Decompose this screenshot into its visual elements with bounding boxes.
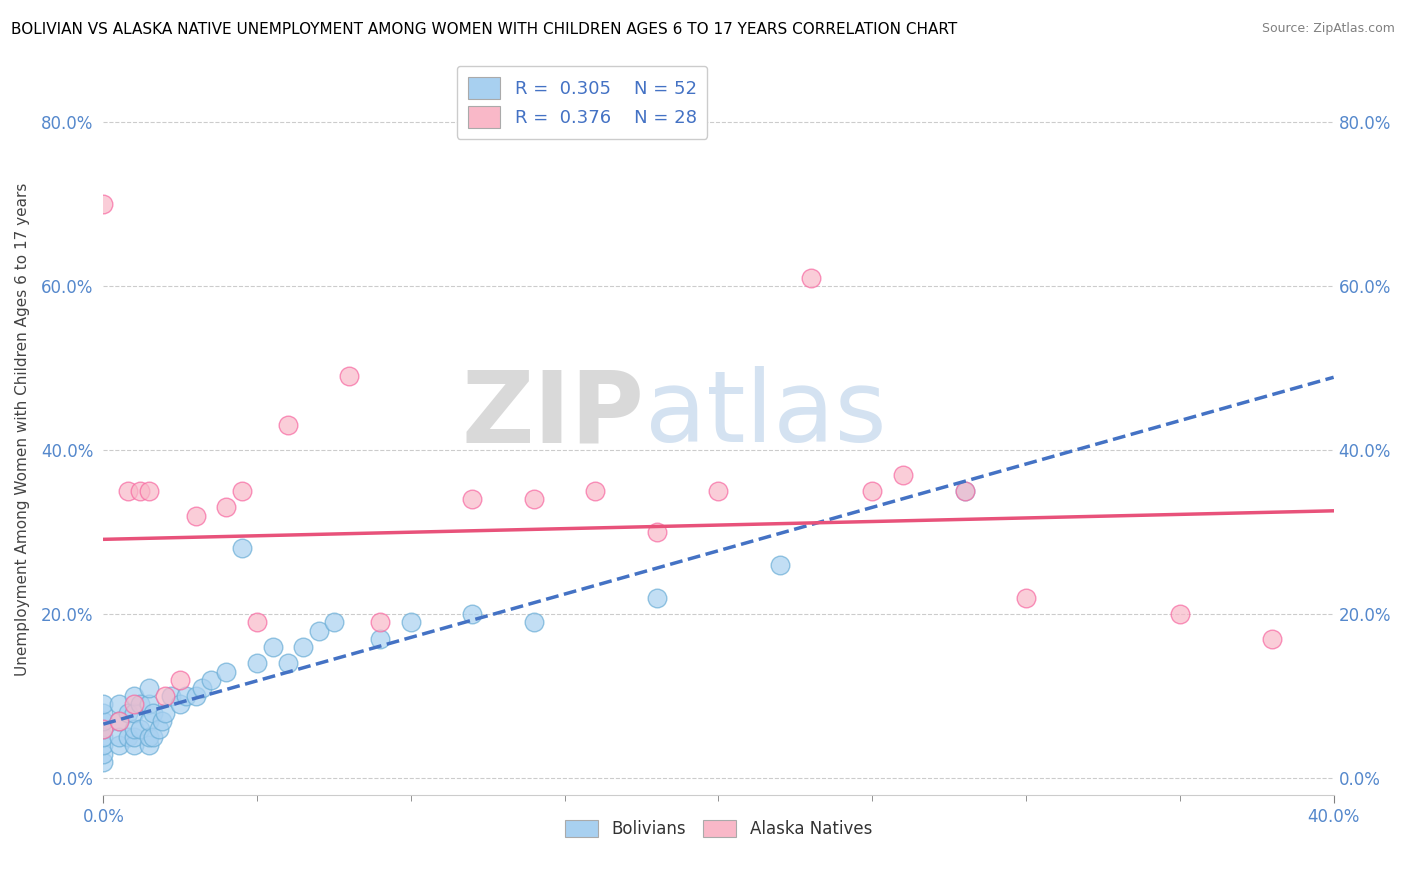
Point xyxy=(122,706,145,720)
Point xyxy=(129,698,152,712)
Point xyxy=(645,591,668,605)
Point xyxy=(1261,632,1284,646)
Point xyxy=(117,731,139,745)
Point xyxy=(645,524,668,539)
Point xyxy=(169,673,191,687)
Point xyxy=(523,492,546,507)
Point xyxy=(91,722,114,736)
Point xyxy=(107,714,129,728)
Point xyxy=(122,722,145,736)
Point xyxy=(138,739,160,753)
Point xyxy=(160,689,183,703)
Y-axis label: Unemployment Among Women with Children Ages 6 to 17 years: Unemployment Among Women with Children A… xyxy=(15,183,30,676)
Point xyxy=(117,483,139,498)
Point xyxy=(91,739,114,753)
Point xyxy=(91,196,114,211)
Point xyxy=(91,698,114,712)
Point xyxy=(215,500,238,515)
Point xyxy=(117,706,139,720)
Point xyxy=(138,483,160,498)
Point xyxy=(138,698,160,712)
Point xyxy=(1168,607,1191,621)
Point xyxy=(91,755,114,769)
Point xyxy=(141,731,163,745)
Point xyxy=(184,689,207,703)
Point xyxy=(138,714,160,728)
Point xyxy=(91,731,114,745)
Point xyxy=(200,673,222,687)
Point xyxy=(277,657,299,671)
Point xyxy=(262,640,284,654)
Point xyxy=(308,624,330,638)
Point xyxy=(122,689,145,703)
Text: ZIP: ZIP xyxy=(461,367,645,463)
Legend: Bolivians, Alaska Natives: Bolivians, Alaska Natives xyxy=(558,814,879,845)
Point xyxy=(215,665,238,679)
Text: BOLIVIAN VS ALASKA NATIVE UNEMPLOYMENT AMONG WOMEN WITH CHILDREN AGES 6 TO 17 YE: BOLIVIAN VS ALASKA NATIVE UNEMPLOYMENT A… xyxy=(11,22,957,37)
Point xyxy=(800,270,823,285)
Point xyxy=(91,706,114,720)
Point xyxy=(246,615,269,630)
Point xyxy=(399,615,422,630)
Point xyxy=(523,615,546,630)
Point xyxy=(184,508,207,523)
Point xyxy=(138,731,160,745)
Point xyxy=(461,492,484,507)
Point xyxy=(122,731,145,745)
Point xyxy=(231,483,253,498)
Point xyxy=(339,369,361,384)
Point xyxy=(129,722,152,736)
Text: atlas: atlas xyxy=(645,367,886,463)
Point xyxy=(953,483,976,498)
Point xyxy=(107,714,129,728)
Text: Source: ZipAtlas.com: Source: ZipAtlas.com xyxy=(1261,22,1395,36)
Point xyxy=(368,615,391,630)
Point xyxy=(707,483,730,498)
Point xyxy=(141,706,163,720)
Point xyxy=(368,632,391,646)
Point xyxy=(153,706,176,720)
Point xyxy=(190,681,212,695)
Point xyxy=(169,698,191,712)
Point xyxy=(91,714,114,728)
Point xyxy=(107,731,129,745)
Point xyxy=(91,722,114,736)
Point xyxy=(953,483,976,498)
Point xyxy=(461,607,484,621)
Point xyxy=(122,698,145,712)
Point xyxy=(292,640,315,654)
Point xyxy=(176,689,198,703)
Point xyxy=(122,739,145,753)
Point xyxy=(585,483,607,498)
Point xyxy=(246,657,269,671)
Point xyxy=(769,558,792,572)
Point xyxy=(107,739,129,753)
Point xyxy=(277,418,299,433)
Point xyxy=(148,722,170,736)
Point xyxy=(860,483,883,498)
Point xyxy=(1015,591,1038,605)
Point xyxy=(231,541,253,556)
Point xyxy=(323,615,346,630)
Point xyxy=(891,467,914,482)
Point xyxy=(91,747,114,761)
Point xyxy=(129,483,152,498)
Point xyxy=(107,698,129,712)
Point xyxy=(150,714,173,728)
Point xyxy=(153,689,176,703)
Point xyxy=(138,681,160,695)
